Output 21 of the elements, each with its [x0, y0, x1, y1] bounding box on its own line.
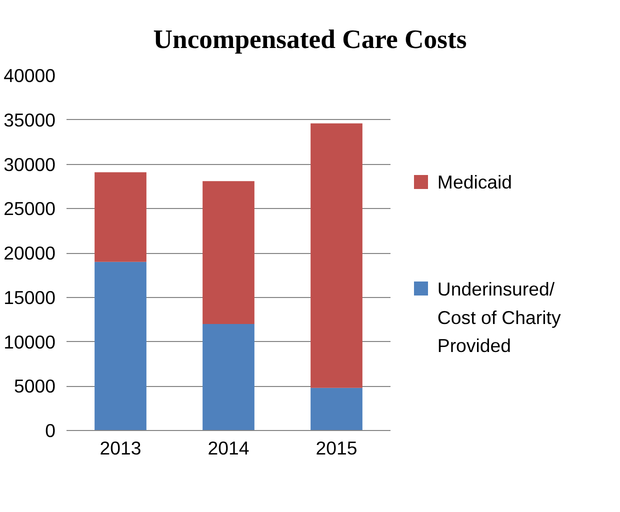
chart-title: Uncompensated Care Costs	[153, 23, 467, 56]
x-tick-label: 2013	[100, 438, 142, 458]
x-tick-label: 2014	[208, 438, 250, 458]
bar	[310, 123, 362, 388]
y-tick-label: 5000	[14, 376, 56, 397]
y-tick-label: 0	[45, 420, 56, 441]
y-tick-label: 35000	[4, 109, 56, 130]
y-tick-label: 20000	[4, 242, 56, 264]
legend-label: Medicaid	[437, 172, 512, 192]
y-tick-label: 30000	[4, 154, 56, 175]
y-tick-label: 40000	[4, 65, 56, 86]
bar	[94, 172, 146, 262]
legend-label: Underinsured/ Cost of Charity Provided	[437, 278, 562, 356]
bar	[202, 324, 254, 430]
y-tick-label: 25000	[4, 198, 56, 220]
y-tick-label: 15000	[4, 286, 56, 308]
bar	[310, 388, 362, 430]
bar	[94, 262, 146, 430]
x-tick-label: 2015	[316, 438, 358, 458]
y-tick-label: 10000	[4, 331, 56, 352]
bar	[202, 181, 254, 324]
